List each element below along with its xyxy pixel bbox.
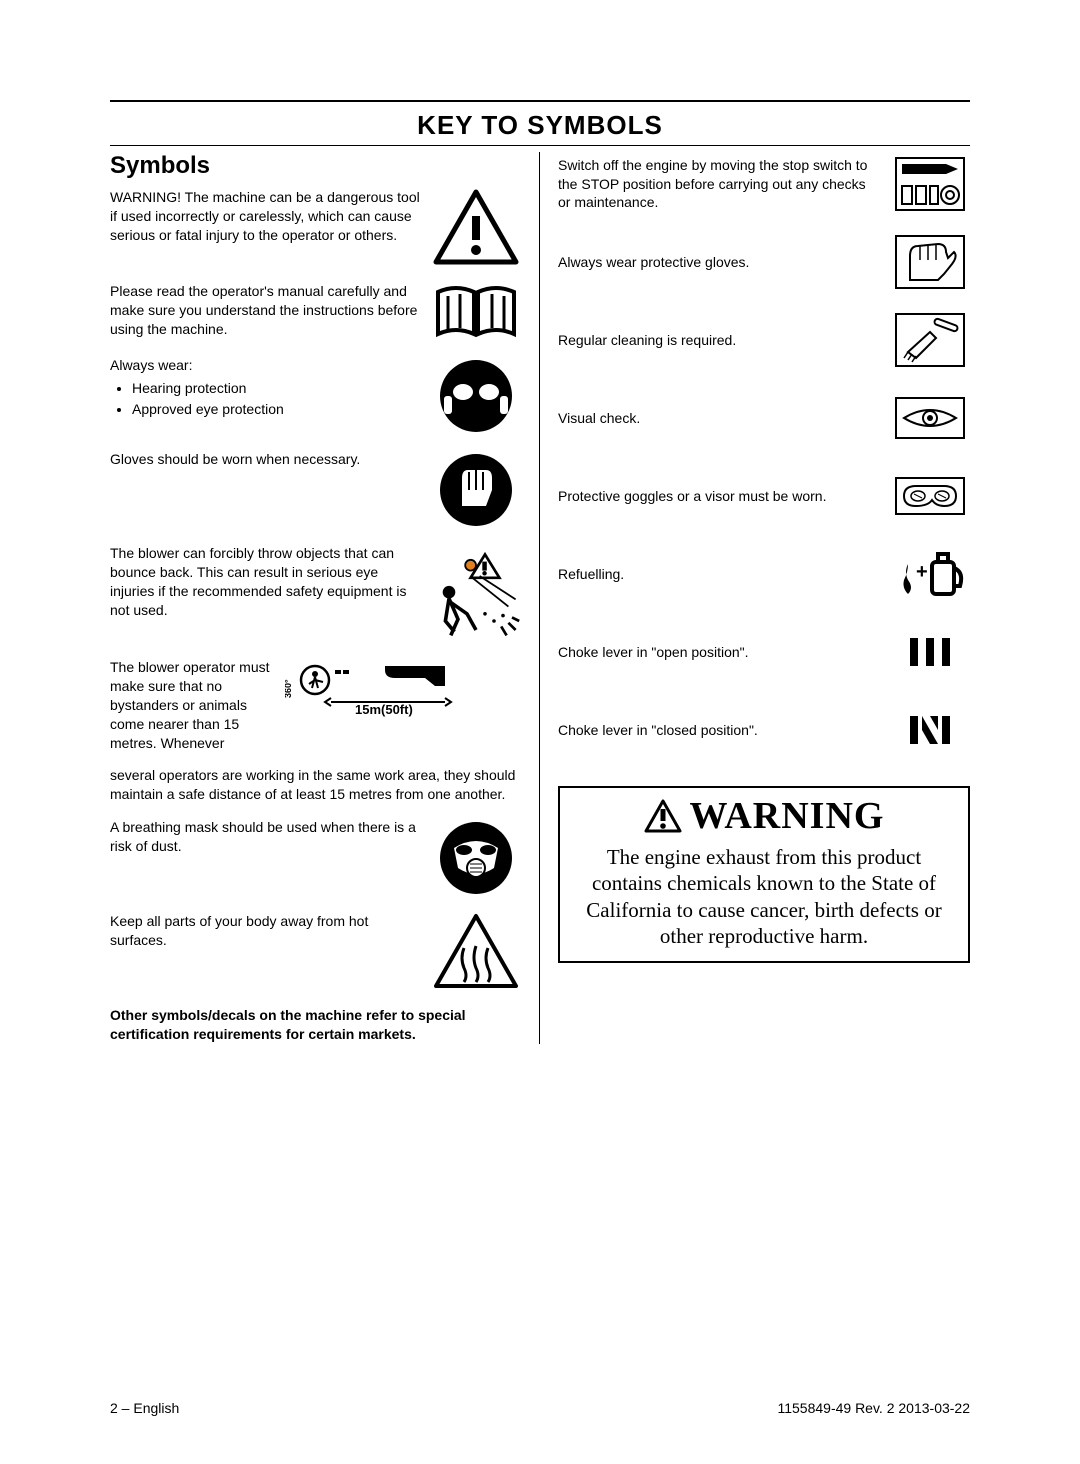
symbol-row-hot: Keep all parts of your body away from ho…: [110, 912, 521, 992]
distance-label-text: 15m(50ft): [355, 702, 413, 717]
title-underline: [110, 145, 970, 146]
symbol-row-gloves2: Always wear protective gloves.: [558, 230, 970, 294]
hot-surface-icon: [431, 912, 521, 992]
top-rule: [110, 100, 970, 102]
brush-icon: [890, 312, 970, 368]
footer-right: 1155849-49 Rev. 2 2013-03-22: [777, 1400, 970, 1416]
choke-open-icon: [890, 632, 970, 672]
symbol-text: WARNING! The machine can be a dangerous …: [110, 188, 421, 245]
symbol-text: The blower operator must make sure that …: [110, 658, 275, 752]
warning-header: WARNING: [560, 788, 968, 840]
symbol-text: Protective goggles or a visor must be wo…: [558, 487, 880, 506]
other-symbols-note: Other symbols/decals on the machine refe…: [110, 1006, 521, 1044]
warning-box: WARNING The engine exhaust from this pro…: [558, 786, 970, 963]
symbol-text: Please read the operator's manual carefu…: [110, 282, 421, 339]
ppe-bullet: Hearing protection: [132, 379, 421, 398]
page-footer: 2 – English 1155849-49 Rev. 2 2013-03-22: [110, 1400, 970, 1416]
eye-icon: [890, 396, 970, 440]
symbol-row-choke-closed: Choke lever in "closed position".: [558, 698, 970, 762]
page-title: KEY TO SYMBOLS: [110, 110, 970, 141]
right-column: Switch off the engine by moving the stop…: [540, 152, 970, 1044]
breathing-mask-icon: [431, 818, 521, 898]
symbol-row-choke-open: Choke lever in "open position".: [558, 620, 970, 684]
distance-icon: 360° 15m(50ft): [285, 658, 455, 728]
symbol-text: Visual check.: [558, 409, 880, 428]
debris-throw-icon: [431, 544, 521, 644]
warning-triangle-small-icon: [644, 799, 682, 833]
symbol-row-warning: WARNING! The machine can be a dangerous …: [110, 188, 521, 268]
symbol-text: Choke lever in "open position".: [558, 643, 880, 662]
warning-body: The engine exhaust from this product con…: [560, 840, 968, 949]
symbol-text: Always wear protective gloves.: [558, 253, 880, 272]
warning-label: WARNING: [690, 794, 885, 838]
ppe-bullets: Hearing protection Approved eye protecti…: [132, 379, 421, 419]
warning-triangle-icon: [431, 188, 521, 268]
footer-left: 2 – English: [110, 1400, 179, 1416]
symbol-row-mask: A breathing mask should be used when the…: [110, 818, 521, 898]
stop-switch-icon: [890, 156, 970, 212]
ppe-head-icon: [431, 356, 521, 436]
symbol-text: Refuelling.: [558, 565, 880, 584]
gloves-outline-icon: [890, 234, 970, 290]
read-manual-icon: [431, 282, 521, 342]
fuel-icon: +: [890, 546, 970, 602]
symbol-row-manual: Please read the operator's manual carefu…: [110, 282, 521, 342]
columns: Symbols WARNING! The machine can be a da…: [110, 152, 970, 1044]
ppe-bullet: Approved eye protection: [132, 400, 421, 419]
symbol-text: The blower can forcibly throw objects th…: [110, 544, 421, 620]
gloves-icon: [431, 450, 521, 530]
svg-text:360°: 360°: [285, 679, 293, 698]
choke-closed-icon: [890, 710, 970, 750]
symbol-row-cleaning: Regular cleaning is required.: [558, 308, 970, 372]
symbol-row-debris: The blower can forcibly throw objects th…: [110, 544, 521, 644]
left-column: Symbols WARNING! The machine can be a da…: [110, 152, 540, 1044]
symbol-text: Choke lever in "closed position".: [558, 721, 880, 740]
symbol-text: Switch off the engine by moving the stop…: [558, 156, 880, 213]
symbol-row-ppe: Always wear: Hearing protection Approved…: [110, 356, 521, 436]
section-heading: Symbols: [110, 152, 521, 180]
svg-text:+: +: [916, 561, 928, 583]
symbol-row-gloves: Gloves should be worn when necessary.: [110, 450, 521, 530]
distance-flow-text: several operators are working in the sam…: [110, 766, 521, 804]
symbol-text: Keep all parts of your body away from ho…: [110, 912, 421, 950]
symbol-text: Gloves should be worn when necessary.: [110, 450, 421, 469]
symbol-text: Always wear: Hearing protection Approved…: [110, 356, 421, 421]
goggles-icon: [890, 476, 970, 516]
ppe-lead: Always wear:: [110, 357, 192, 373]
symbol-row-goggles: Protective goggles or a visor must be wo…: [558, 464, 970, 528]
symbol-row-refuel: Refuelling. +: [558, 542, 970, 606]
symbol-row-stop: Switch off the engine by moving the stop…: [558, 152, 970, 216]
symbol-text: A breathing mask should be used when the…: [110, 818, 421, 856]
symbol-row-visual: Visual check.: [558, 386, 970, 450]
symbol-text: Regular cleaning is required.: [558, 331, 880, 350]
symbol-row-distance: The blower operator must make sure that …: [110, 658, 521, 752]
